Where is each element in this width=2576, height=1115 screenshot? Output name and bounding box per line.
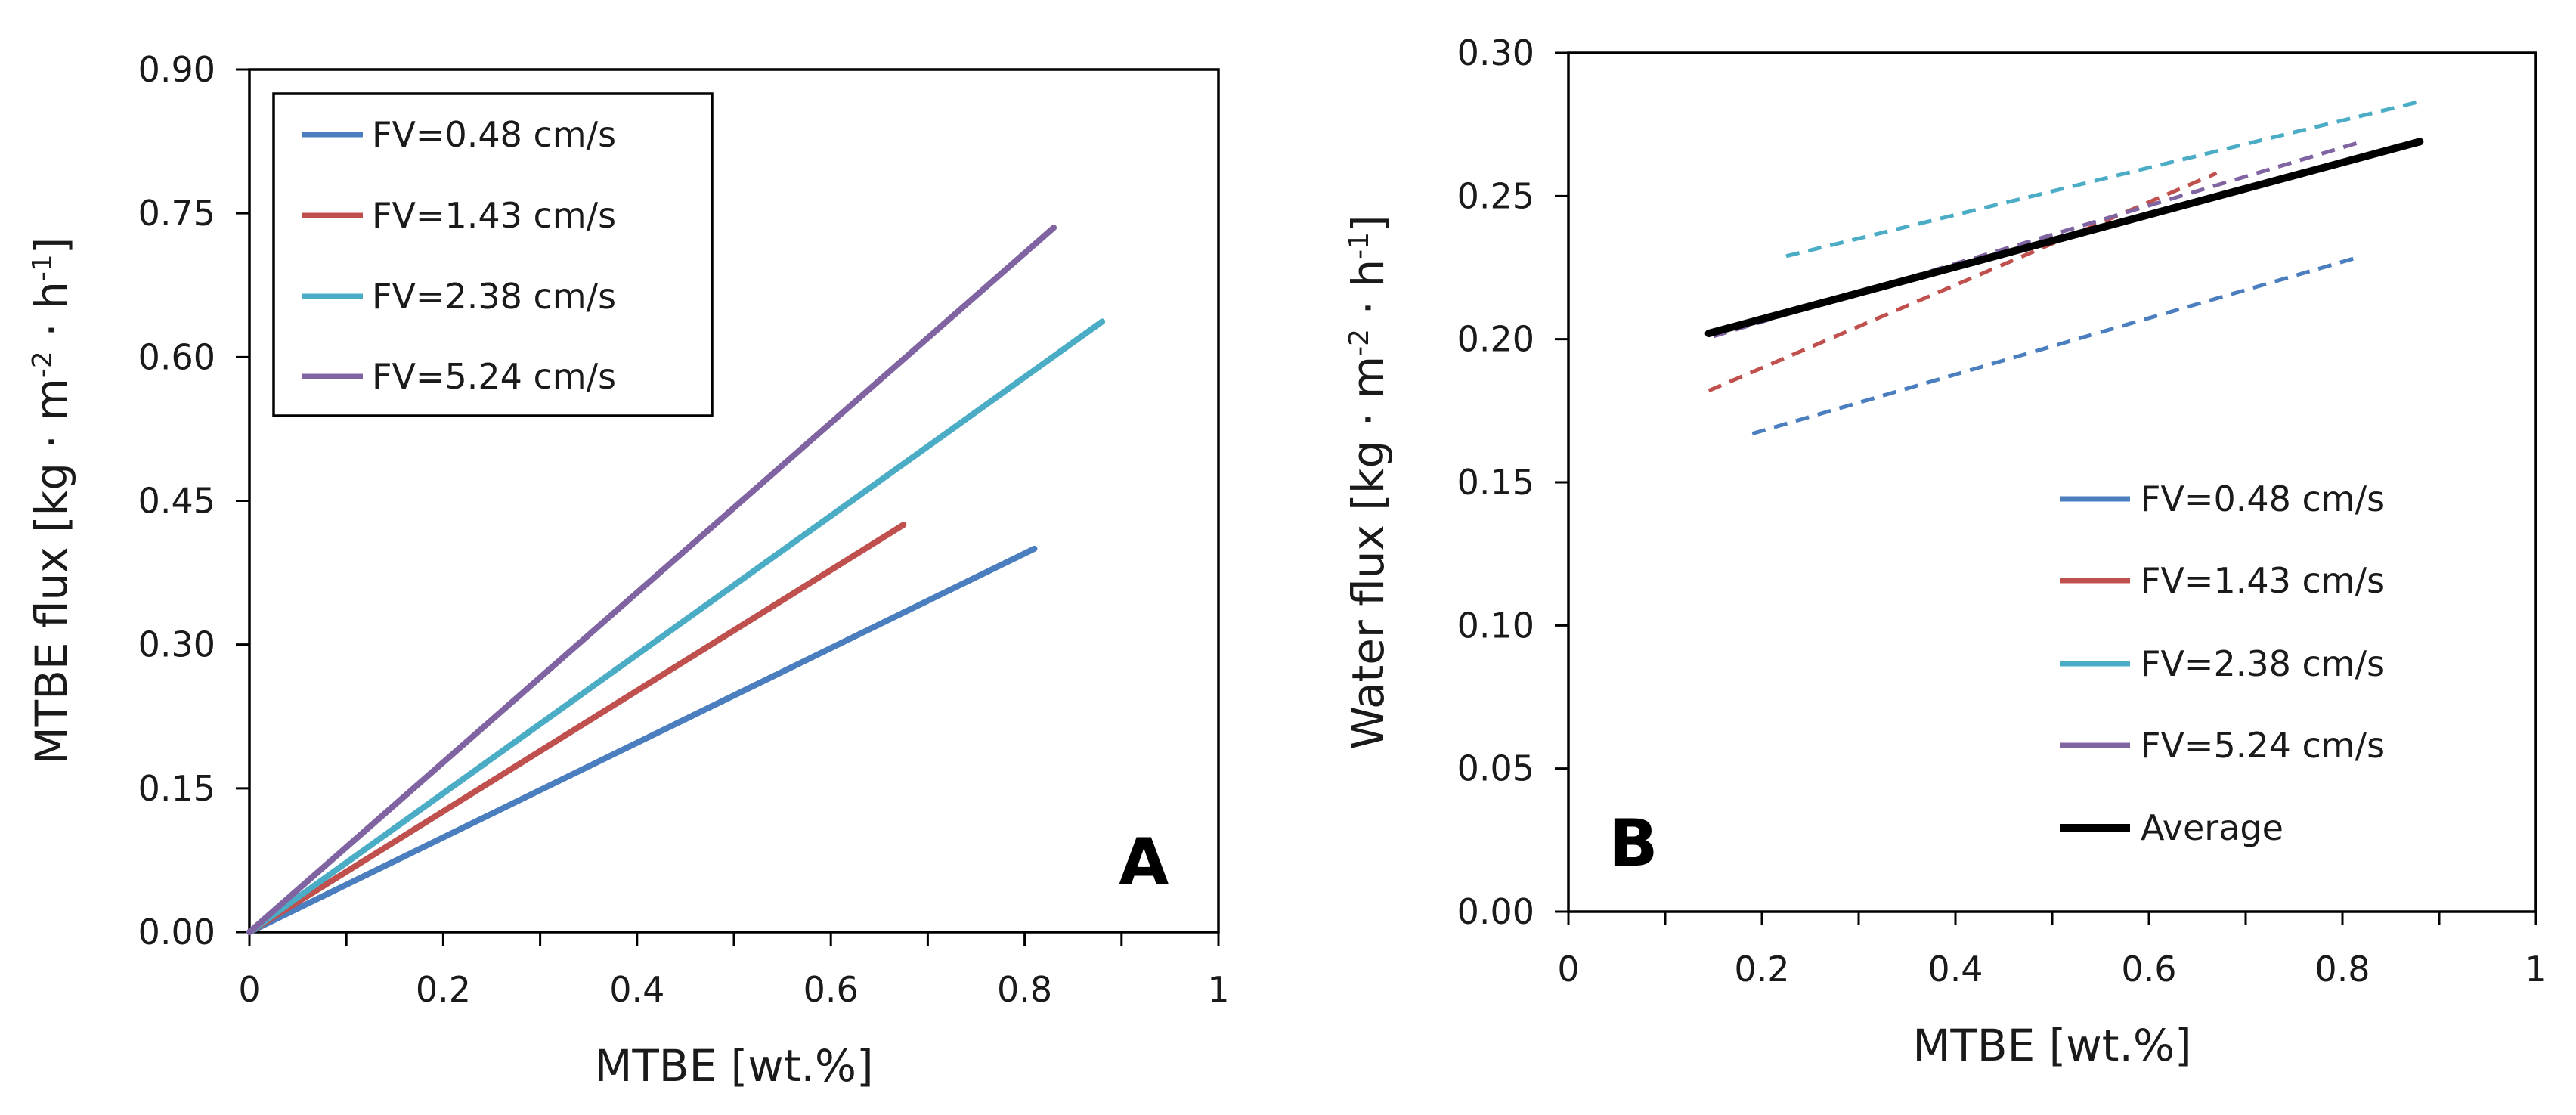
panel-a-y-tick-label: 0.90 (138, 49, 215, 90)
panel-b-y-tick-label: 0.20 (1457, 319, 1534, 360)
panel-a-legend-entry: FV=5.24 cm/s (372, 356, 616, 397)
panel-b-y-axis-label: Water flux [kg · m-2 · h-1] (1342, 215, 1394, 749)
panel-b-y-tick-label: 0.15 (1457, 462, 1534, 503)
panel-a-y-tick-label: 0.15 (138, 768, 215, 809)
panel-a-series-line-3 (246, 318, 1106, 935)
panel-a-y-tick-label: 0.75 (138, 193, 215, 234)
panel-b-x-tick-label: 1 (2525, 949, 2547, 990)
panel-a-legend-entry: FV=1.43 cm/s (372, 195, 616, 236)
panel-b-series-line-1 (1751, 254, 2363, 436)
panel-b-legend-entry: FV=2.38 cm/s (2141, 643, 2385, 684)
panel-b-x-axis-label: MTBE [wt.%] (1912, 1020, 2191, 1071)
panel-b-x-tick-label: 0.8 (2314, 949, 2370, 990)
panel-a-legend-box (272, 92, 714, 417)
panel-b-legend-entry: Average (2141, 807, 2283, 848)
panel-a-y-tick-label: 0.45 (138, 481, 215, 522)
panel-b-series-line-5 (1704, 138, 2424, 338)
panel-a-series-line-1 (246, 545, 1038, 935)
panel-b-series-line-3 (1785, 99, 2420, 259)
panel-b-x-tick-label: 0 (1557, 949, 1579, 990)
panel-b-legend-entry: FV=1.43 cm/s (2141, 560, 2385, 601)
panel-b-y-tick-label: 0.00 (1457, 891, 1534, 932)
panel-a-chart: 0 0.2 0.4 0.6 0.8 1 0.00 0.15 0.30 0.45 0.60 0.75 0.… (26, 49, 1230, 1092)
panel-b-x-tick-label: 0.2 (1734, 949, 1789, 990)
panel-a-series-line-2 (246, 522, 907, 935)
panel-a-legend-entry: FV=0.48 cm/s (372, 114, 616, 155)
panel-b-x-tick-label: 0.6 (2121, 949, 2176, 990)
panel-a-y-tick-label: 0.00 (138, 912, 215, 952)
panel-b-legend-entry: FV=0.48 cm/s (2141, 479, 2385, 519)
panel-b-y-tick-label: 0.10 (1457, 605, 1534, 646)
panel-b-x-tick-label: 0.4 (1927, 949, 1983, 990)
panel-a-x-axis-label: MTBE [wt.%] (594, 1040, 873, 1092)
panel-a-x-tick-label: 0.2 (416, 969, 471, 1010)
panel-a-x-tick-label: 0.6 (803, 969, 859, 1010)
panel-b-panel-letter: B (1608, 806, 1658, 881)
panel-b-chart: 0 0.2 0.4 0.6 0.8 1 0.00 0.05 0.10 0.15 0.20 0.25 0.… (1342, 33, 2547, 1071)
panel-a-x-tick-label: 0.8 (997, 969, 1052, 1010)
panel-a-y-tick-label: 0.60 (138, 336, 215, 377)
panel-a-y-axis-label: MTBE flux [kg · m-2 · h-1] (26, 237, 77, 765)
panel-a-x-tick-label: 0 (238, 969, 260, 1010)
panel-a-x-tick-label: 0.4 (609, 969, 664, 1010)
panel-a-legend-entry: FV=2.38 cm/s (372, 276, 616, 317)
panel-b-series-line-2 (1708, 171, 2218, 393)
panel-a-panel-letter: A (1119, 825, 1169, 900)
panel-b-y-tick-label: 0.25 (1457, 175, 1534, 216)
panel-a-y-tick-label: 0.30 (138, 624, 215, 665)
panel-b-legend-entry: FV=5.24 cm/s (2141, 725, 2385, 766)
panel-a-series-line-4 (246, 225, 1057, 935)
panel-b-y-tick-label: 0.05 (1457, 748, 1534, 789)
panel-b-plot-frame (1567, 51, 2537, 913)
panel-a-x-tick-label: 1 (1207, 969, 1229, 1010)
panel-b-y-tick-label: 0.30 (1457, 33, 1534, 73)
